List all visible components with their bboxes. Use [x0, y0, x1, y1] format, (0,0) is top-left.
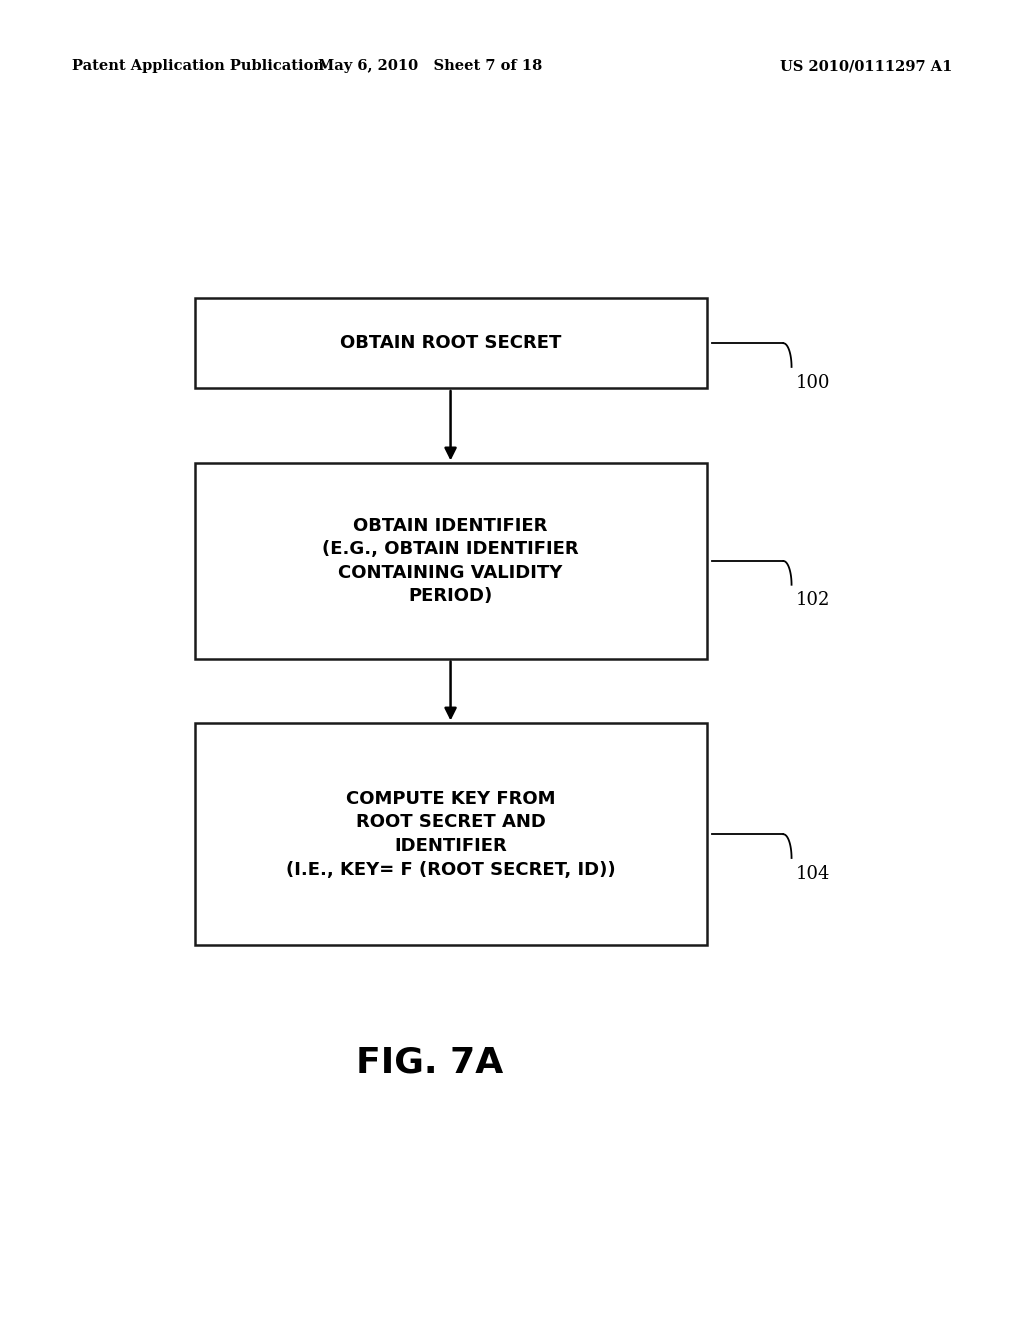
Text: 102: 102	[796, 591, 830, 610]
Text: OBTAIN ROOT SECRET: OBTAIN ROOT SECRET	[340, 334, 561, 352]
Text: OBTAIN IDENTIFIER
(E.G., OBTAIN IDENTIFIER
CONTAINING VALIDITY
PERIOD): OBTAIN IDENTIFIER (E.G., OBTAIN IDENTIFI…	[323, 516, 579, 606]
Text: May 6, 2010   Sheet 7 of 18: May 6, 2010 Sheet 7 of 18	[318, 59, 542, 74]
Text: 100: 100	[796, 374, 830, 392]
Text: FIG. 7A: FIG. 7A	[356, 1045, 504, 1080]
Text: 104: 104	[796, 865, 830, 883]
Bar	[195, 723, 707, 945]
Bar	[195, 463, 707, 659]
Bar	[195, 298, 707, 388]
Text: COMPUTE KEY FROM
ROOT SECRET AND
IDENTIFIER
(I.E., KEY= F (ROOT SECRET, ID)): COMPUTE KEY FROM ROOT SECRET AND IDENTIF…	[286, 789, 615, 879]
Text: US 2010/0111297 A1: US 2010/0111297 A1	[780, 59, 952, 74]
Text: Patent Application Publication: Patent Application Publication	[72, 59, 324, 74]
